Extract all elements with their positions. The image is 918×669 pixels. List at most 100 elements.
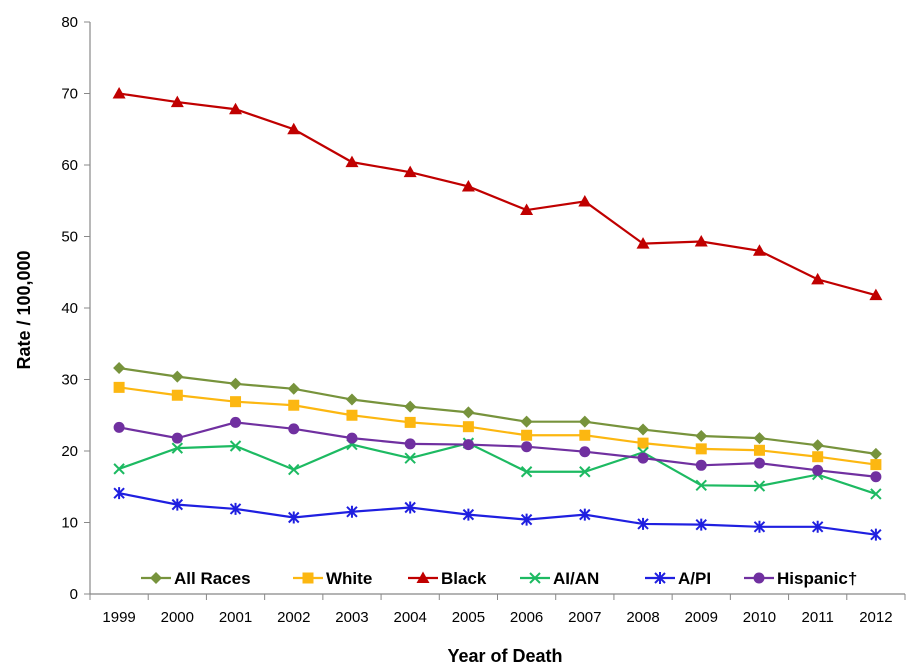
series-white bbox=[113, 381, 882, 471]
data-point-white bbox=[288, 399, 300, 411]
data-point-black bbox=[403, 165, 417, 178]
data-point-white bbox=[404, 416, 416, 428]
series-line-white bbox=[118, 386, 877, 466]
x-tick-label: 2011 bbox=[802, 609, 834, 626]
legend-label: AI/AN bbox=[553, 569, 599, 588]
y-tick-label: 40 bbox=[61, 300, 78, 317]
data-point-a-pi bbox=[462, 508, 475, 521]
data-point-white bbox=[753, 444, 765, 456]
x-tick-label: 2010 bbox=[743, 609, 776, 626]
data-point-all-races bbox=[520, 415, 533, 428]
data-point-a-pi bbox=[637, 517, 649, 530]
legend-item-a-pi: A/PI bbox=[645, 569, 711, 588]
data-point-hispanic bbox=[695, 459, 707, 471]
data-point-hispanic bbox=[462, 439, 474, 451]
legend-item-hispanic: Hispanic† bbox=[744, 569, 857, 588]
legend-swatch-marker bbox=[654, 572, 666, 584]
data-point-white bbox=[521, 429, 533, 441]
data-point-white bbox=[695, 443, 707, 455]
data-point-black bbox=[112, 87, 126, 99]
data-point-all-races bbox=[113, 362, 126, 375]
series-ai-an bbox=[113, 437, 882, 500]
data-point-all-races bbox=[753, 432, 766, 445]
series-line-black bbox=[118, 92, 877, 297]
x-tick-label: 2009 bbox=[685, 609, 718, 626]
legend-swatch-marker bbox=[150, 572, 162, 584]
x-tick-label: 2005 bbox=[452, 609, 485, 626]
data-point-a-pi bbox=[811, 520, 824, 533]
y-tick-label: 30 bbox=[61, 372, 78, 389]
legend-item-all-races: All Races bbox=[141, 569, 251, 588]
series-line-ai-an bbox=[118, 441, 877, 495]
data-point-black bbox=[752, 244, 766, 256]
data-point-black bbox=[229, 102, 243, 115]
y-tick-label: 20 bbox=[61, 443, 78, 460]
data-point-a-pi bbox=[753, 520, 766, 533]
data-point-ai-an bbox=[695, 479, 707, 492]
data-point-black bbox=[636, 237, 650, 249]
x-tick-label: 2008 bbox=[626, 609, 659, 626]
data-point-white bbox=[230, 396, 242, 408]
data-point-black bbox=[694, 235, 708, 247]
y-tick-label: 80 bbox=[61, 14, 78, 31]
x-axis-ticks: 1999 2000 2001 2002 2003 2004 2005 2006 2007 2008… bbox=[89, 594, 906, 626]
series-layer bbox=[112, 87, 883, 541]
x-tick-label: 2012 bbox=[859, 609, 892, 626]
data-point-all-races bbox=[171, 370, 184, 383]
data-point-all-races bbox=[404, 400, 417, 413]
data-point-all-races bbox=[869, 447, 882, 460]
x-tick-label: 2001 bbox=[219, 609, 252, 626]
x-tick-label: 2003 bbox=[335, 609, 368, 626]
data-point-white bbox=[870, 459, 882, 471]
data-point-hispanic bbox=[346, 432, 358, 444]
data-point-black bbox=[578, 194, 592, 207]
series-line-hispanic bbox=[118, 421, 877, 478]
data-point-a-pi bbox=[229, 502, 242, 515]
x-tick-label: 2007 bbox=[568, 609, 601, 626]
data-point-a-pi bbox=[346, 505, 358, 518]
data-point-black bbox=[811, 272, 825, 285]
data-point-hispanic bbox=[579, 446, 591, 458]
series-all-races bbox=[113, 362, 882, 460]
data-point-white bbox=[462, 421, 474, 433]
data-point-hispanic bbox=[753, 457, 765, 469]
data-point-all-races bbox=[462, 406, 475, 419]
series-line-all-races bbox=[118, 366, 877, 455]
data-point-hispanic bbox=[637, 452, 649, 464]
data-point-all-races bbox=[229, 377, 242, 390]
data-point-black bbox=[461, 179, 475, 192]
legend-label: Hispanic† bbox=[777, 569, 857, 588]
x-tick-label: 2002 bbox=[277, 609, 310, 626]
legend-item-black: Black bbox=[408, 569, 487, 588]
data-point-ai-an bbox=[288, 463, 300, 476]
data-point-ai-an bbox=[404, 452, 416, 464]
y-axis-ticks: 0 10 20 30 40 50 60 70 80 bbox=[61, 14, 90, 603]
y-tick-label: 0 bbox=[70, 586, 78, 603]
series-line-a-pi bbox=[118, 492, 877, 536]
data-point-hispanic bbox=[113, 421, 125, 433]
data-point-all-races bbox=[637, 423, 650, 436]
series-hispanic bbox=[113, 416, 882, 483]
legend-item-ai-an: AI/AN bbox=[520, 569, 599, 588]
data-point-ai-an bbox=[113, 463, 125, 475]
data-point-a-pi bbox=[404, 501, 416, 514]
y-axis-title: Rate / 100,000 bbox=[14, 250, 34, 369]
y-tick-label: 70 bbox=[61, 86, 78, 103]
legend-swatch-marker bbox=[753, 572, 765, 584]
y-tick-label: 50 bbox=[61, 229, 78, 246]
y-tick-label: 60 bbox=[61, 157, 78, 174]
data-point-black bbox=[287, 122, 301, 135]
data-point-hispanic bbox=[404, 438, 416, 450]
legend: All Races White Black AI/AN A/PI Hispanic† bbox=[141, 569, 857, 588]
data-point-a-pi bbox=[171, 498, 184, 511]
data-point-ai-an bbox=[579, 466, 591, 478]
data-point-a-pi bbox=[695, 518, 707, 531]
x-tick-label: 2000 bbox=[161, 609, 194, 626]
data-point-all-races bbox=[287, 382, 300, 395]
data-point-a-pi bbox=[113, 487, 125, 500]
legend-label: A/PI bbox=[678, 569, 711, 588]
data-point-hispanic bbox=[870, 471, 882, 483]
data-point-all-races bbox=[695, 429, 708, 442]
y-tick-label: 10 bbox=[61, 515, 78, 532]
